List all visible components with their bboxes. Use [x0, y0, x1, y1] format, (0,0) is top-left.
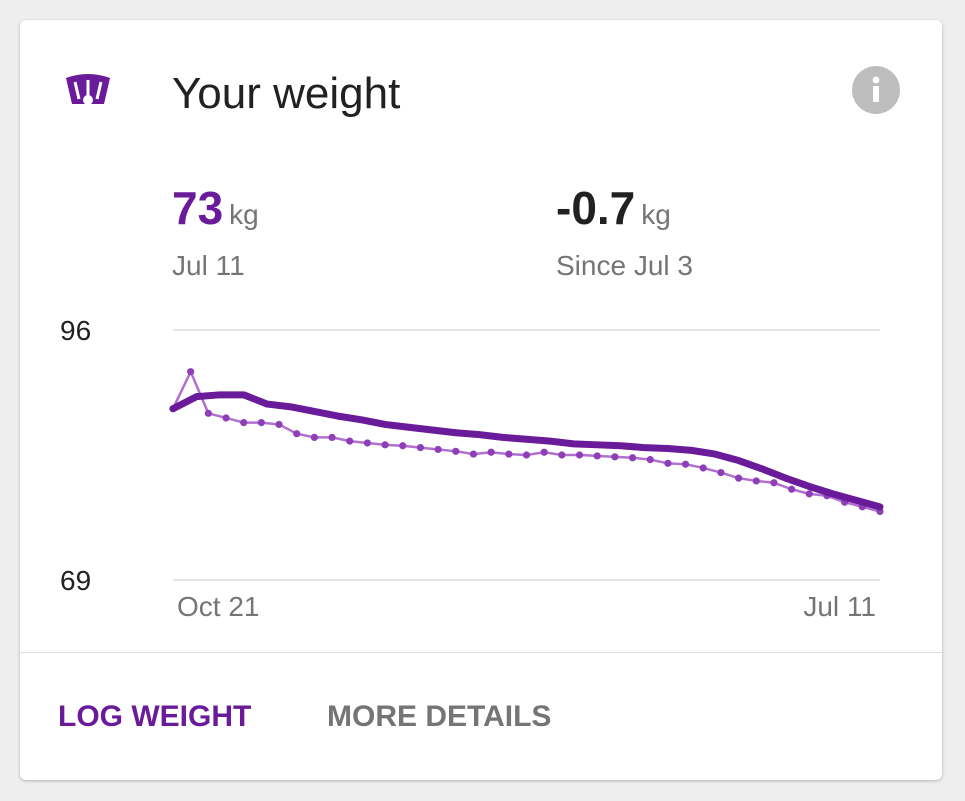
raw-weight-point [735, 474, 743, 482]
raw-weight-point [487, 448, 495, 456]
raw-weight-point [363, 439, 372, 447]
weight-chart: 96 69 Oct 21 Jul 11 [60, 315, 884, 622]
trend-weight-line [169, 391, 884, 511]
raw-weight-point [434, 445, 442, 454]
scale-icon [64, 72, 112, 108]
raw-weight-point [593, 452, 601, 460]
raw-weight-point [310, 433, 318, 442]
current-weight: 73 kg Jul 11 [172, 180, 259, 282]
raw-weight-point [664, 459, 672, 467]
raw-weight-point [416, 443, 425, 452]
raw-weight-point [275, 420, 283, 429]
divider [20, 652, 942, 653]
raw-weight-point [646, 456, 654, 464]
card-title: Your weight [172, 69, 401, 118]
raw-weight-point [699, 464, 707, 472]
raw-weight-point [187, 368, 195, 376]
current-weight-value: 73 [172, 182, 224, 234]
raw-weight-point [293, 430, 301, 438]
raw-weight-point [452, 447, 460, 455]
raw-weight-point [522, 451, 531, 459]
raw-weight-point [505, 450, 513, 458]
raw-weight-point [752, 477, 760, 485]
raw-weight-point [381, 441, 389, 449]
info-icon [872, 76, 880, 102]
weight-change: -0.7 kg Since Jul 3 [556, 180, 693, 282]
raw-weight-point [222, 414, 230, 422]
weight-change-since: Since Jul 3 [556, 250, 693, 281]
raw-weight-point [469, 450, 478, 458]
raw-weight-point [328, 433, 336, 442]
weight-change-unit: kg [641, 199, 671, 230]
more-details-button[interactable]: MORE DETAILS [327, 700, 552, 733]
current-weight-date: Jul 11 [172, 250, 245, 281]
log-weight-button[interactable]: LOG WEIGHT [58, 700, 252, 733]
weight-change-value: -0.7 [556, 182, 636, 234]
y-tick-label: 96 [60, 315, 91, 346]
raw-weight-point [558, 451, 566, 459]
raw-weight-point [399, 442, 407, 450]
raw-weight-point [628, 454, 637, 462]
raw-weight-point [575, 451, 584, 459]
raw-weight-point [204, 409, 212, 417]
raw-weight-point [770, 479, 778, 487]
raw-weight-point [805, 490, 813, 498]
raw-weight-point [240, 418, 248, 427]
x-tick-label: Jul 11 [803, 591, 876, 622]
y-tick-label: 69 [60, 565, 91, 596]
weight-card: Your weight 73 kg Jul 11 -0.7 kg Since Jul… [20, 20, 942, 780]
raw-weight-point [788, 485, 796, 493]
raw-weight-point [346, 437, 354, 445]
raw-weight-point [611, 453, 619, 461]
raw-weight-point [717, 468, 725, 477]
info-button[interactable] [852, 66, 900, 114]
raw-weight-point [681, 460, 690, 468]
raw-weight-point [257, 418, 265, 427]
x-tick-label: Oct 21 [177, 591, 259, 622]
current-weight-unit: kg [229, 199, 259, 230]
raw-weight-point [540, 448, 548, 456]
